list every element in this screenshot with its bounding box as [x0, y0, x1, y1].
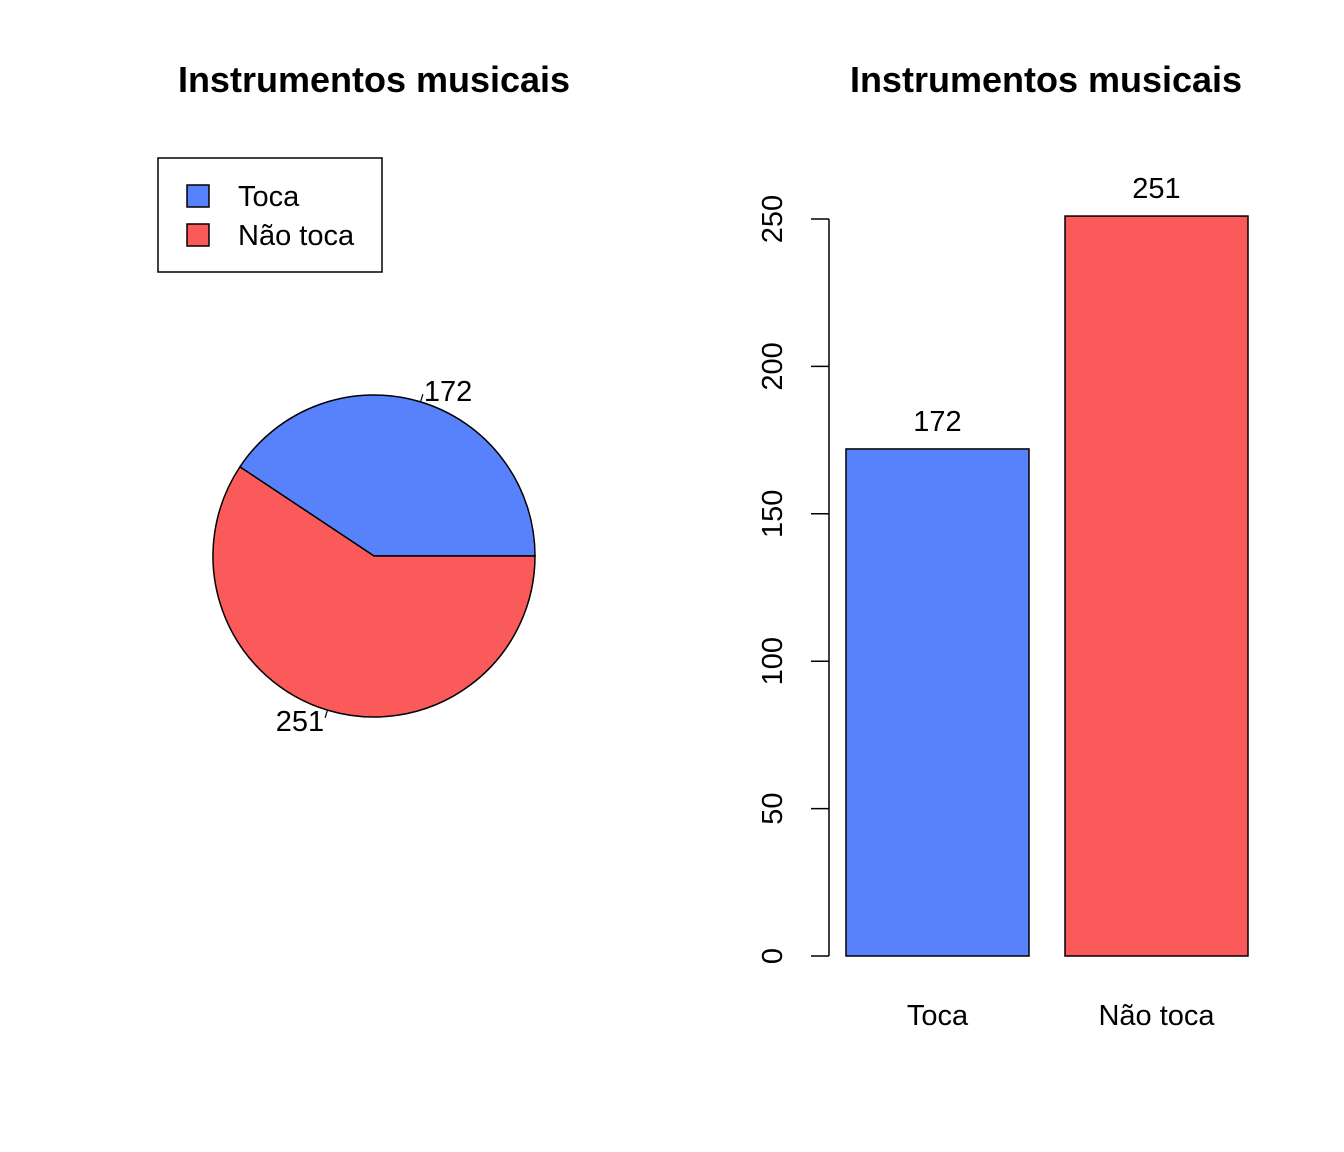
bar-chart: Instrumentos musicais 0 50 100 150 200 250 17… — [757, 59, 1249, 1032]
y-tick-label-250: 250 — [757, 195, 789, 243]
bar-value-label-nao-toca: 251 — [1132, 173, 1180, 205]
pie-labels: 172 251 — [276, 376, 472, 738]
pie-legend-swatch-toca — [186, 184, 210, 208]
pie-legend-label-toca: Toca — [238, 181, 300, 213]
bar-toca — [845, 448, 1030, 957]
pie-slice-nao-toca — [212, 465, 536, 718]
pie-slice-label-toca: 172 — [424, 376, 472, 408]
y-tick-label-200: 200 — [757, 342, 789, 390]
pie-label-tick-toca — [419, 393, 424, 403]
pie-label-tick-nao-toca — [324, 709, 329, 719]
bar-bars — [845, 215, 1249, 957]
pie-legend-swatch-nao-toca — [186, 223, 210, 247]
bar-y-axis: 0 50 100 150 200 250 — [757, 195, 830, 964]
pie-slice-label-nao-toca: 251 — [276, 706, 324, 738]
bar-labels: 172 Toca 251 Não toca — [907, 173, 1216, 1032]
pie-legend-label-nao-toca: Não toca — [238, 220, 355, 252]
x-category-label-nao-toca: Não toca — [1098, 1000, 1215, 1032]
bar-chart-title: Instrumentos musicais — [850, 59, 1242, 100]
y-tick-label-0: 0 — [757, 948, 789, 964]
pie-chart-title: Instrumentos musicais — [178, 59, 570, 100]
y-tick-label-50: 50 — [757, 792, 789, 824]
bar-nao-toca — [1064, 215, 1249, 957]
pie-legend-box — [157, 157, 383, 273]
x-category-label-toca: Toca — [907, 1000, 969, 1032]
pie-legend: Toca Não toca — [157, 157, 383, 273]
bar-value-label-toca: 172 — [913, 406, 961, 438]
pie-chart: Instrumentos musicais Toca Não toca 172 2… — [157, 59, 570, 738]
y-tick-label-150: 150 — [757, 490, 789, 538]
pie-slices — [212, 394, 536, 718]
y-tick-label-100: 100 — [757, 637, 789, 685]
